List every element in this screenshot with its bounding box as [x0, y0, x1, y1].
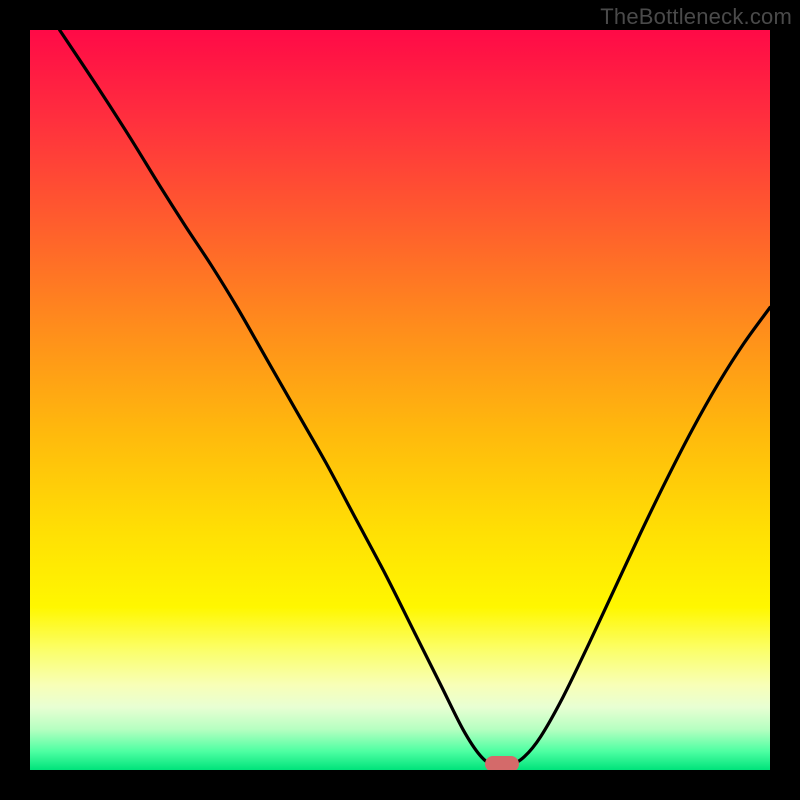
- plot-area: [30, 30, 770, 770]
- optimal-point-marker: [485, 756, 519, 770]
- curve-path: [60, 30, 770, 765]
- bottleneck-curve: [30, 30, 770, 770]
- chart-container: TheBottleneck.com: [0, 0, 800, 800]
- watermark-text: TheBottleneck.com: [600, 4, 792, 30]
